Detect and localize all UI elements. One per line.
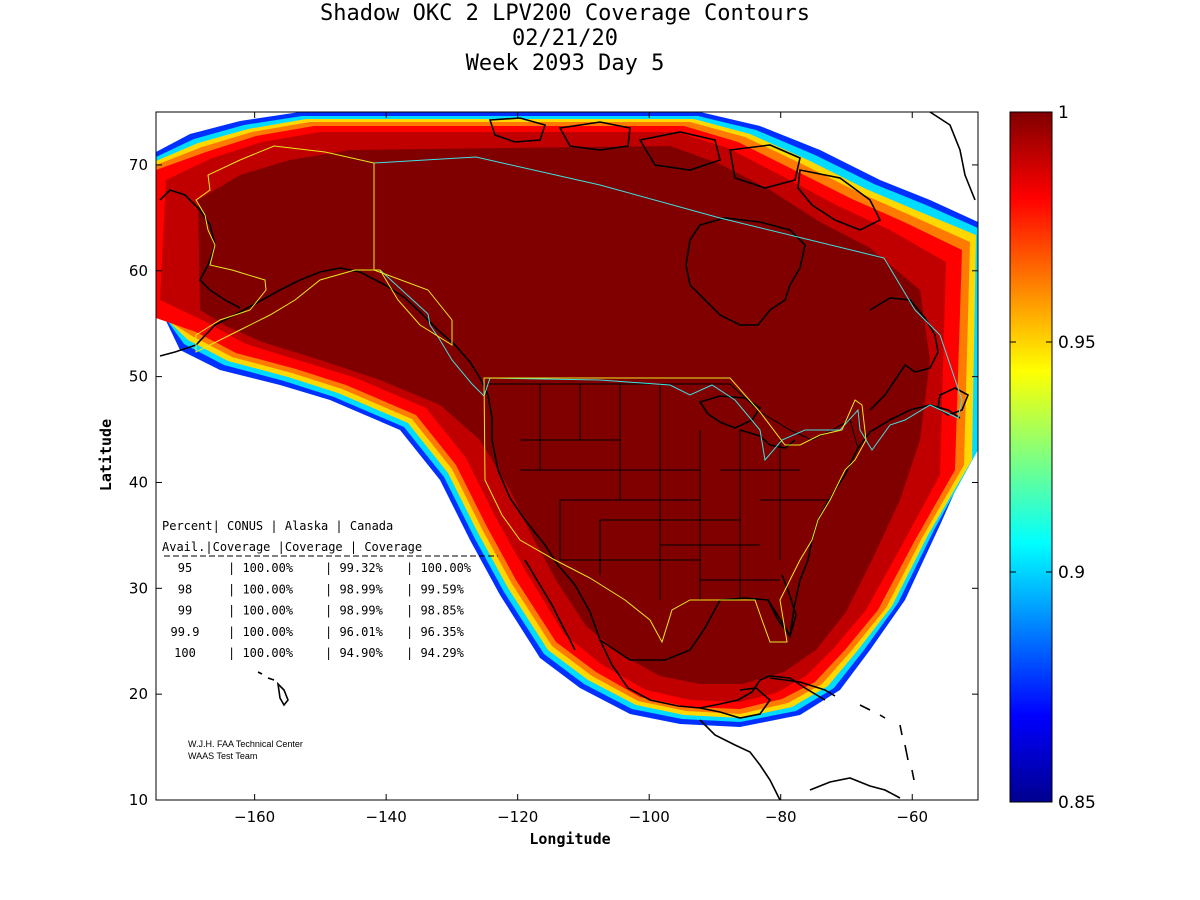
table-cell-conus: | 100.00% (228, 625, 294, 639)
table-row: 100 | 100.00% | 94.90% | 94.29% (174, 646, 464, 660)
coastline-labrador (869, 297, 939, 411)
credit-line-2: WAAS Test Team (188, 751, 257, 761)
table-cell-alaska: | 94.90% (325, 646, 384, 660)
table-cell-alaska: | 96.01% (325, 625, 384, 639)
x-tick-label: −160 (234, 808, 275, 826)
table-row: 98 | 100.00% | 98.99% | 99.59% (178, 582, 465, 596)
hudson-bay (685, 217, 806, 326)
y-axis: 10 20 30 40 50 60 70 (129, 156, 978, 809)
x-axis-title: Longitude (529, 830, 610, 848)
table-header-2: Avail.|Coverage |Coverage | Coverage (162, 540, 422, 554)
coastline-yucatan (699, 687, 772, 719)
y-tick-label: 60 (129, 262, 148, 280)
y-tick-label: 70 (129, 156, 148, 174)
table-cell-percent: 98 (178, 582, 192, 596)
table-cell-percent: 99.9 (171, 625, 200, 639)
chart-title: Shadow OKC 2 LPV200 Coverage Contours (319, 1, 811, 26)
colorbar: 1 0.95 0.9 0.85 (1009, 103, 1096, 813)
x-tick-label: −140 (366, 808, 407, 826)
arctic-island-4 (729, 144, 801, 189)
canada-service-volume (373, 156, 963, 462)
coastlines (159, 112, 976, 800)
table-row: 99 | 100.00% | 98.99% | 98.85% (178, 604, 465, 618)
colorbar-tick-label: 0.9 (1058, 563, 1085, 583)
y-tick-label: 40 (129, 473, 148, 491)
arctic-island-3 (638, 131, 721, 171)
newfoundland (937, 387, 970, 416)
colorbar-tick-label: 0.95 (1058, 333, 1096, 353)
arctic-island-1 (488, 117, 547, 143)
table-cell-canada: | 100.00% (406, 561, 472, 575)
coastline-gulf (599, 539, 813, 661)
table-cell-percent: 100 (174, 646, 196, 660)
x-axis: −160 −140 −120 −100 −80 −60 (234, 112, 928, 826)
x-tick-label: −120 (497, 808, 538, 826)
chart-week-day: Week 2093 Day 5 (465, 51, 665, 76)
table-cell-alaska: | 98.99% (325, 582, 384, 596)
greenland-coast (929, 112, 976, 201)
coverage-table: Percent| CONUS | Alaska | Canada Avail.|… (162, 519, 472, 660)
table-row: 99.9 | 100.00% | 96.01% | 96.35% (171, 625, 465, 639)
service-volumes (195, 145, 963, 644)
y-tick-label: 50 (129, 368, 148, 386)
coastline-central-america (699, 719, 781, 800)
y-tick-label: 10 (129, 791, 148, 809)
credit-line-1: W.J.H. FAA Technical Center (188, 739, 303, 749)
table-cell-alaska: | 99.32% (325, 561, 384, 575)
table-cell-canada: | 96.35% (406, 625, 465, 639)
chart-date: 02/21/20 (512, 26, 618, 51)
table-header-1: Percent| CONUS | Alaska | Canada (162, 519, 393, 533)
x-tick-label: −60 (896, 808, 928, 826)
y-axis-title: Latitude (97, 419, 115, 491)
table-cell-alaska: | 98.99% (325, 604, 384, 618)
table-cell-canada: | 94.29% (406, 646, 465, 660)
coastline-west (195, 267, 826, 709)
table-cell-conus: | 100.00% (228, 582, 294, 596)
coastline-baja (524, 559, 576, 651)
table-cell-canada: | 98.85% (406, 604, 465, 618)
colorbar-gradient (1009, 111, 1053, 803)
x-tick-label: −80 (765, 808, 797, 826)
caribbean-islands (859, 704, 915, 781)
conus-service-volume (483, 377, 867, 644)
baffin-island (797, 169, 882, 231)
colorbar-tick-label: 1 (1058, 103, 1069, 123)
table-row: 95 | 100.00% | 99.32% | 100.00% (178, 561, 472, 575)
arctic-island-2 (558, 121, 631, 151)
cuba (769, 677, 836, 697)
hawaii (257, 671, 289, 707)
credit-note: W.J.H. FAA Technical Center WAAS Test Te… (188, 739, 303, 761)
table-cell-percent: 99 (178, 604, 192, 618)
y-tick-label: 30 (129, 579, 148, 597)
contour-1.0 (198, 146, 930, 684)
table-cell-conus: | 100.00% (228, 646, 294, 660)
table-cell-conus: | 100.00% (228, 561, 294, 575)
y-tick-label: 20 (129, 685, 148, 703)
table-cell-conus: | 100.00% (228, 604, 294, 618)
coastline-south-america (809, 777, 901, 799)
aleutians (159, 344, 197, 357)
plot-frame (155, 111, 979, 801)
coastline-florida (767, 574, 797, 638)
x-tick-label: −100 (629, 808, 670, 826)
alaska-service-volume (195, 145, 453, 353)
table-cell-percent: 95 (178, 561, 192, 575)
table-cell-canada: | 99.59% (406, 582, 465, 596)
colorbar-tick-label: 0.85 (1058, 793, 1096, 813)
